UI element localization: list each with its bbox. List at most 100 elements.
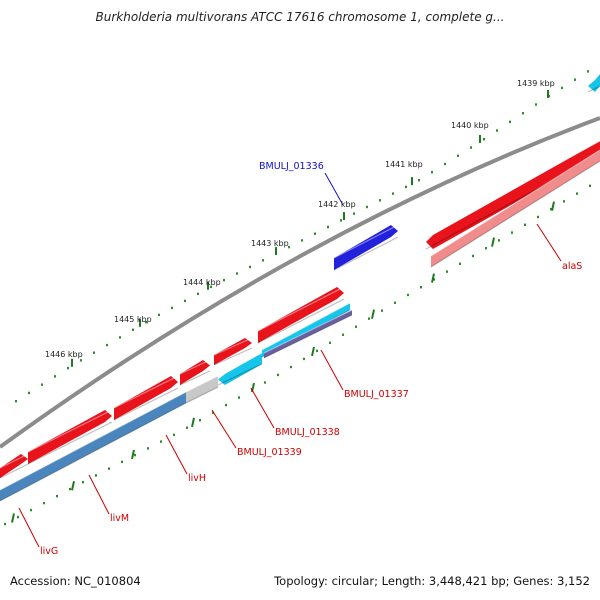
ruler-dot	[407, 293, 409, 297]
ruler-dot	[121, 460, 123, 464]
ruler-dot	[223, 278, 225, 282]
ruler-dot	[119, 336, 121, 339]
cds-forward-a-shadow	[0, 463, 29, 479]
cds-cyan-edge[interactable]	[587, 73, 600, 93]
ruler-dot	[537, 215, 539, 219]
cds-forward-a[interactable]	[0, 453, 29, 479]
cds-reverse-cyan-thin-highlight	[261, 302, 351, 351]
ruler-dot	[509, 120, 511, 124]
ruler-dot	[288, 245, 290, 249]
ruler-dot	[498, 239, 500, 242]
kbp-label: 1446 kbp	[45, 350, 83, 359]
ruler-dot	[54, 375, 56, 378]
ruler-dot	[197, 292, 199, 296]
cds-forward-b-highlight	[27, 409, 113, 453]
ruler-dot	[106, 343, 108, 347]
cds-reverse-pink[interactable]	[430, 149, 600, 268]
gene-label-bmulj_01337: BMULJ_01337	[344, 389, 409, 400]
accession-text: Accession: NC_010804	[10, 574, 141, 588]
ruler-dot	[4, 522, 6, 526]
kbp-label: 1443 kbp	[251, 239, 289, 248]
ruler-dot	[15, 400, 17, 403]
ruler-dot	[277, 373, 279, 377]
ruler-dot	[17, 515, 19, 519]
ruler-dot	[171, 306, 173, 310]
gene-label-alas: alaS	[562, 261, 582, 272]
ruler-dot	[574, 78, 576, 81]
gene-leader-line	[536, 223, 562, 262]
cds-forward-e[interactable]	[213, 337, 253, 366]
cds-forward-f-body	[258, 287, 344, 343]
genome-summary-text: Topology: circular; Length: 3,448,421 bp…	[274, 574, 590, 588]
ruler-dot	[186, 426, 188, 429]
ruler-dot	[145, 320, 147, 324]
cds-grey-shadow	[185, 386, 219, 404]
cds-reverse-purple-highlight	[263, 309, 353, 354]
cds-forward-d[interactable]	[179, 359, 211, 386]
ruler-dot	[446, 270, 448, 273]
ruler-dot	[301, 239, 303, 242]
gene-leader-line	[211, 409, 237, 449]
ruler-dot	[329, 341, 331, 345]
cds-forward-e-shadow	[213, 347, 253, 366]
cds-forward-e-highlight	[213, 337, 253, 356]
ruler-dot	[366, 205, 368, 209]
ruler-dot	[561, 86, 563, 90]
cds-forward-b-shadow	[27, 421, 113, 465]
cds-grey-body	[186, 376, 218, 403]
cds-grey[interactable]	[185, 375, 219, 404]
ruler-dot	[134, 453, 136, 457]
ruler-dot	[82, 480, 84, 484]
ruler-dot	[160, 440, 162, 443]
ruler-minor-tick	[431, 273, 435, 283]
ruler-minor-tick	[191, 417, 195, 428]
ruler-dot	[418, 179, 420, 182]
cds-reverse-purple[interactable]	[263, 309, 353, 359]
ruler-dot	[392, 192, 394, 195]
ruler-dot	[496, 129, 498, 132]
ruler-dot	[132, 328, 134, 331]
ruler-dot	[444, 162, 446, 166]
cds-reverse-steel[interactable]	[0, 391, 187, 502]
map-title: Burkholderia multivorans ATCC 17616 chro…	[95, 10, 505, 24]
ruler-dot	[457, 154, 459, 157]
chromosome-backbone	[0, 116, 600, 449]
ruler-dot	[342, 333, 344, 336]
ruler-dot	[158, 313, 160, 317]
cds-blue-01336[interactable]	[333, 224, 399, 271]
cds-blue-01336-highlight	[333, 224, 399, 259]
gene-label-bmulj_01336: BMULJ_01336	[259, 161, 324, 172]
kbp-labels: 1439 kbp 1440 kbp 1441 kbp 1442 kbp 1443 kbp…	[45, 79, 555, 359]
ruler-dot	[199, 418, 201, 422]
ruler-dot	[225, 403, 227, 407]
cds-forward-b[interactable]	[27, 409, 113, 465]
ruler-dot	[420, 286, 422, 289]
gene-features[interactable]	[0, 73, 600, 502]
gene-leader-line	[88, 474, 110, 515]
cds-forward-d-body	[180, 360, 210, 385]
cds-reverse-cyan[interactable]	[217, 352, 263, 386]
ruler-dot	[524, 223, 526, 226]
cds-reverse-purple-shadow	[263, 314, 353, 359]
cds-forward-e-body	[214, 338, 252, 365]
ruler-dot	[147, 447, 149, 450]
cds-reverse-purple-body	[264, 310, 352, 358]
cds-forward-c[interactable]	[113, 375, 179, 421]
ruler-dot	[80, 359, 82, 362]
ruler-dot	[353, 212, 355, 215]
ruler-dot	[28, 391, 30, 395]
cds-forward-f-shadow	[257, 298, 345, 344]
cds-forward-d-shadow	[179, 370, 211, 386]
ruler-dot	[340, 219, 342, 222]
ruler-dot	[433, 278, 435, 281]
gene-leader-line	[18, 507, 40, 548]
ruler-dot	[589, 184, 591, 187]
cds-forward-f[interactable]	[257, 286, 345, 344]
cds-grey-highlight	[185, 375, 219, 393]
gene-leader-line	[324, 172, 344, 206]
cds-forward-alaS-region-highlight	[425, 140, 600, 236]
cds-forward-c-body	[114, 376, 178, 420]
ruler-minor-tick	[491, 237, 495, 247]
